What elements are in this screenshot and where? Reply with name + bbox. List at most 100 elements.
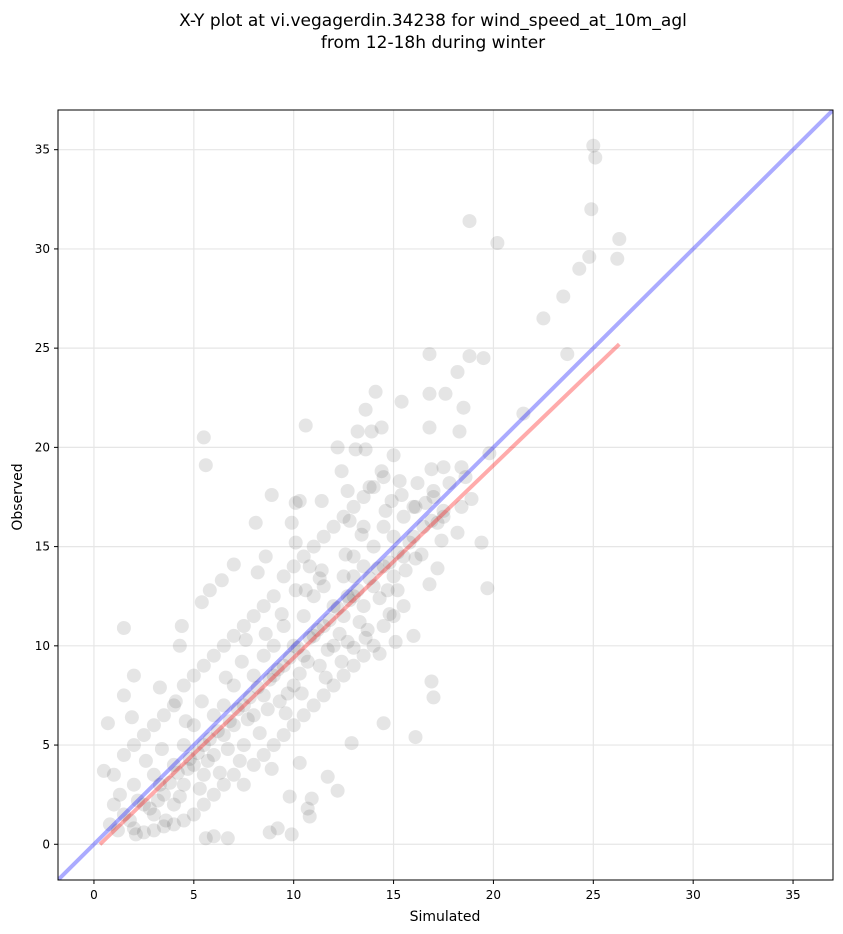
data-point xyxy=(436,509,451,524)
data-point xyxy=(462,349,477,364)
data-point xyxy=(298,583,313,598)
data-point xyxy=(612,232,627,246)
data-point xyxy=(192,781,207,796)
data-point xyxy=(330,601,345,616)
data-point xyxy=(396,599,411,614)
data-point xyxy=(226,628,241,643)
data-point xyxy=(216,728,231,743)
data-point xyxy=(126,668,141,683)
data-point xyxy=(186,757,201,772)
data-point xyxy=(368,384,383,399)
data-point xyxy=(300,654,315,669)
data-point xyxy=(364,424,379,439)
data-point xyxy=(336,609,351,624)
data-point xyxy=(396,509,411,524)
data-point xyxy=(182,751,197,766)
data-point xyxy=(426,484,441,498)
data-point xyxy=(266,589,281,604)
data-point xyxy=(356,559,371,574)
data-point xyxy=(226,767,241,782)
data-point xyxy=(152,777,167,792)
data-point xyxy=(376,619,391,633)
data-point xyxy=(206,748,221,762)
data-point xyxy=(312,571,327,586)
data-point xyxy=(340,484,355,498)
data-point xyxy=(196,430,211,445)
data-point xyxy=(394,488,409,502)
data-point xyxy=(200,753,215,768)
data-point xyxy=(196,738,211,753)
data-point xyxy=(216,638,231,653)
data-point xyxy=(560,347,575,362)
data-point xyxy=(136,825,151,840)
data-point xyxy=(150,793,165,808)
data-point xyxy=(454,460,469,475)
data-point xyxy=(256,748,271,762)
data-point xyxy=(294,686,309,701)
chart-title-line-2: from 12-18h during winter xyxy=(321,33,545,53)
data-point xyxy=(378,503,393,518)
data-point xyxy=(232,753,247,768)
data-point xyxy=(352,615,367,629)
data-point xyxy=(374,464,389,479)
y-tick-label: 25 xyxy=(35,341,50,355)
x-tick-label: 25 xyxy=(586,888,601,902)
data-point xyxy=(290,640,305,655)
data-point xyxy=(142,801,157,816)
data-point xyxy=(276,728,291,743)
data-point xyxy=(386,529,401,544)
x-axis-ticks: 0 5 10 15 20 25 30 35 xyxy=(90,880,801,902)
data-point xyxy=(384,494,399,508)
data-point xyxy=(346,499,361,514)
data-point xyxy=(236,619,251,633)
data-point xyxy=(330,440,345,455)
data-point xyxy=(234,654,249,669)
data-point xyxy=(198,831,213,846)
data-point xyxy=(202,583,217,598)
data-point xyxy=(272,694,287,709)
data-point xyxy=(390,583,405,598)
x-tick-label: 30 xyxy=(686,888,701,902)
data-point xyxy=(536,311,551,326)
data-point xyxy=(326,678,341,693)
scatter-points xyxy=(96,138,627,846)
data-point xyxy=(556,289,571,304)
data-point xyxy=(300,801,315,816)
data-point xyxy=(166,757,181,772)
data-point xyxy=(302,809,317,824)
data-point xyxy=(316,688,331,703)
data-point xyxy=(366,638,381,653)
data-point xyxy=(442,476,457,491)
data-point xyxy=(248,515,263,530)
data-point xyxy=(360,622,375,637)
data-point xyxy=(250,680,265,695)
data-point xyxy=(326,638,341,653)
x-tick-label: 5 xyxy=(190,888,198,902)
data-point xyxy=(408,730,423,745)
data-point xyxy=(332,626,347,641)
data-point xyxy=(406,499,421,514)
data-point xyxy=(584,202,599,217)
data-point xyxy=(482,446,497,461)
data-point xyxy=(274,607,289,622)
data-point xyxy=(146,718,161,733)
chart-title-line-1: X-Y plot at vi.vegagerdin.34238 for wind… xyxy=(179,11,687,31)
data-point xyxy=(138,753,153,768)
y-tick-label: 10 xyxy=(35,639,50,653)
data-point xyxy=(212,765,227,780)
data-point xyxy=(386,448,401,463)
data-point xyxy=(582,249,597,264)
data-point xyxy=(394,394,409,409)
data-point xyxy=(356,490,371,504)
data-point xyxy=(436,503,451,518)
data-point xyxy=(430,515,445,530)
data-point xyxy=(236,777,251,792)
data-point xyxy=(166,817,181,832)
data-point xyxy=(376,559,391,574)
data-point xyxy=(366,539,381,554)
data-point xyxy=(316,619,331,633)
data-point xyxy=(572,261,587,276)
data-point xyxy=(408,551,423,566)
data-point xyxy=(226,557,241,572)
